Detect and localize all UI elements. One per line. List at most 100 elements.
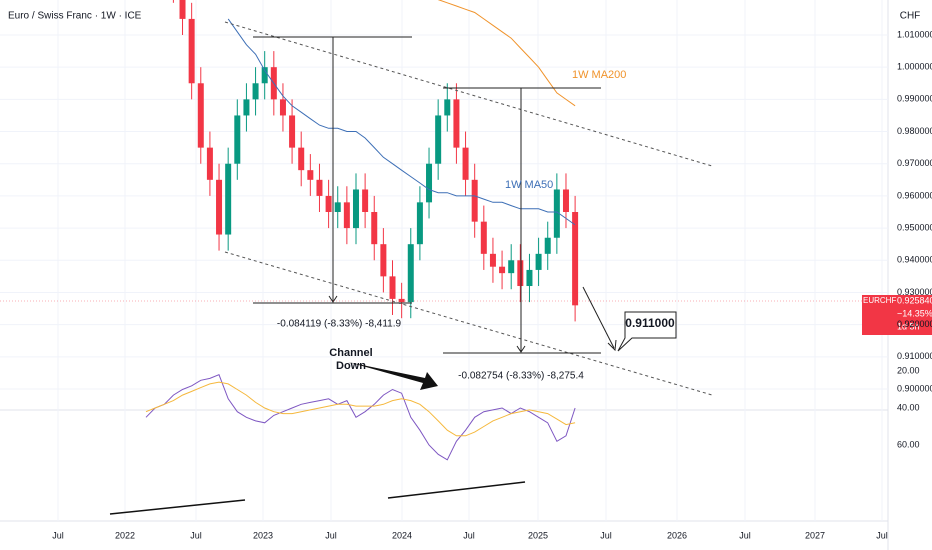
candle-body bbox=[416, 202, 423, 245]
candle-body bbox=[206, 147, 213, 180]
candle-body bbox=[243, 99, 250, 116]
rsi-tick-label: 20.00 bbox=[897, 365, 920, 375]
y-tick-label: 0.910000 bbox=[897, 351, 932, 361]
y-tick-label: 0.940000 bbox=[897, 255, 932, 265]
candle-body bbox=[544, 237, 551, 254]
ma-line bbox=[438, 0, 576, 107]
currency: CHF bbox=[900, 11, 921, 22]
candle-body bbox=[526, 269, 533, 287]
candle-body bbox=[480, 221, 487, 254]
candle-body bbox=[462, 147, 469, 180]
candle-body bbox=[389, 276, 396, 299]
candle-body bbox=[289, 115, 296, 148]
x-tick-label: Jul bbox=[739, 530, 751, 540]
rsi-tick-label: 40.00 bbox=[897, 402, 920, 412]
channel-lower bbox=[224, 251, 713, 396]
x-tick-label: Jul bbox=[190, 530, 202, 540]
y-tick-label: 0.920000 bbox=[897, 319, 932, 329]
x-tick-label: Jul bbox=[463, 530, 475, 540]
y-tick-label: 0.980000 bbox=[897, 126, 932, 136]
candle-body bbox=[234, 115, 241, 164]
divergence-line bbox=[387, 481, 526, 499]
price-tag bbox=[862, 295, 932, 335]
symbol-label: EURCHF bbox=[863, 296, 896, 305]
x-tick-label: Jul bbox=[600, 530, 612, 540]
candle-body bbox=[325, 195, 332, 212]
target-arrowhead bbox=[607, 339, 617, 352]
target-callout bbox=[617, 311, 677, 352]
x-tick-label: Jul bbox=[52, 530, 64, 540]
candle-body bbox=[279, 99, 286, 116]
candle-body bbox=[517, 260, 524, 287]
y-tick-label: 1.010000 bbox=[897, 29, 932, 39]
candle-body bbox=[508, 260, 515, 274]
target-arrow bbox=[582, 286, 615, 349]
candle-body bbox=[444, 99, 451, 116]
candle-body bbox=[343, 202, 350, 229]
candle-body bbox=[316, 179, 323, 196]
y-tick-label: 0.990000 bbox=[897, 94, 932, 104]
y-tick-label: 1.000000 bbox=[897, 62, 932, 72]
candle-body bbox=[352, 189, 359, 229]
x-tick-label: 2024 bbox=[392, 530, 412, 540]
ma-label: 1W MA50 bbox=[505, 179, 553, 191]
last-price-label: 0.925840 bbox=[897, 295, 932, 305]
candle-body bbox=[426, 163, 433, 203]
x-tick-label: 2022 bbox=[115, 530, 135, 540]
plot bbox=[0, 0, 888, 521]
candle-body bbox=[562, 189, 569, 212]
chart-title: Euro / Swiss Franc · 1W · ICE bbox=[8, 11, 142, 22]
candle-body bbox=[407, 244, 414, 303]
candle-body bbox=[435, 115, 442, 164]
channel-arrow bbox=[348, 362, 438, 390]
rsi-ma-line bbox=[145, 381, 576, 437]
change-label: −14.35% bbox=[897, 308, 932, 318]
candle-body bbox=[188, 18, 195, 84]
x-tick-label: Jul bbox=[876, 530, 888, 540]
candle-body bbox=[179, 0, 186, 19]
candle-body bbox=[398, 298, 405, 303]
x-tick-label: 2026 bbox=[667, 530, 687, 540]
countdown-label: 1d 5h bbox=[897, 321, 920, 331]
x-tick-label: Jul bbox=[325, 530, 337, 540]
x-tick-label: 2027 bbox=[805, 530, 825, 540]
measure-2 bbox=[443, 87, 601, 354]
x-tick-label: 2023 bbox=[253, 530, 273, 540]
measure-2-label: -0.082754 (-8.33%) -8,275.4 bbox=[458, 371, 584, 382]
candle-body bbox=[216, 179, 223, 235]
y-tick-label: 0.950000 bbox=[897, 222, 932, 232]
candle-body bbox=[252, 83, 259, 100]
x-tick-label: 2025 bbox=[528, 530, 548, 540]
target-label: 0.911000 bbox=[625, 316, 675, 330]
candle-body bbox=[380, 244, 387, 277]
y-tick-label: 0.930000 bbox=[897, 287, 932, 297]
candle-body bbox=[362, 189, 369, 212]
rsi-line bbox=[145, 374, 576, 461]
candle-body bbox=[371, 212, 378, 245]
candle-body bbox=[307, 170, 314, 180]
measure-1-label: -0.084119 (-8.33%) -8,411.9 bbox=[277, 319, 402, 330]
ma-line bbox=[227, 18, 576, 226]
channel-label: Channel bbox=[329, 347, 372, 359]
measure-1 bbox=[253, 36, 412, 304]
y-tick-label: 0.970000 bbox=[897, 158, 932, 168]
candle-body bbox=[499, 266, 506, 274]
ma-label: 1W MA200 bbox=[572, 69, 626, 81]
rsi-tick-label: 60.00 bbox=[897, 439, 920, 449]
candle-body bbox=[489, 253, 496, 267]
candle-body bbox=[261, 67, 268, 84]
y-tick-label: 0.900000 bbox=[897, 383, 932, 393]
y-tick-label: 0.960000 bbox=[897, 190, 932, 200]
divergence-line bbox=[109, 499, 246, 515]
channel-upper bbox=[224, 21, 713, 167]
candle-body bbox=[453, 99, 460, 148]
channel-label: Down bbox=[336, 360, 366, 372]
candle-body bbox=[471, 179, 478, 222]
candle-body bbox=[225, 163, 232, 235]
candle-body bbox=[572, 212, 579, 306]
candle-body bbox=[535, 253, 542, 270]
candle-body bbox=[553, 189, 560, 238]
candle-body bbox=[197, 83, 204, 148]
